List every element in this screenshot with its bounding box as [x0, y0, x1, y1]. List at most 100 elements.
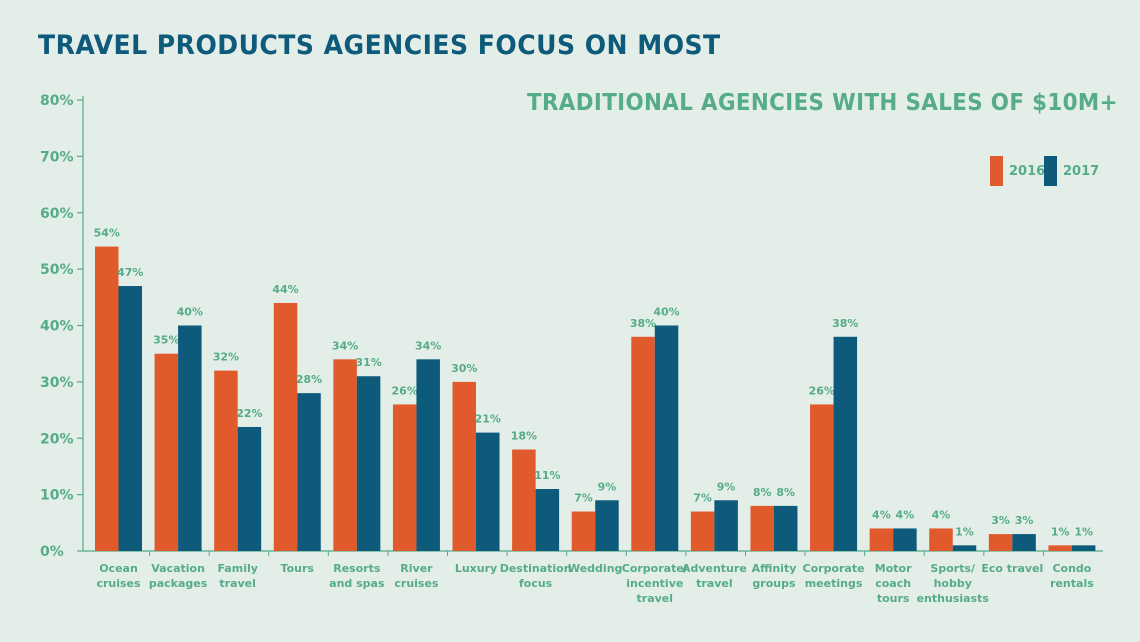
data-label-2016: 3%: [991, 514, 1010, 527]
data-label-2016: 1%: [1051, 525, 1070, 538]
data-label-2016: 18%: [511, 430, 537, 443]
data-label-2016: 7%: [574, 492, 593, 505]
bar-2017: [416, 359, 440, 551]
bar-2017: [833, 336, 858, 551]
data-label-2016: 38%: [630, 317, 656, 330]
data-label-2017: 34%: [415, 339, 441, 352]
chart-subtitle: TRADITIONAL AGENCIES WITH SALES OF $10M+: [527, 90, 1118, 116]
bar-2017: [654, 325, 679, 551]
bar-2016: [1048, 545, 1072, 551]
data-label-2016: 30%: [451, 362, 477, 375]
bar-2016: [154, 353, 179, 551]
category-label: travel: [696, 577, 733, 590]
category-label: focus: [519, 577, 553, 590]
bar-2017: [535, 488, 560, 551]
y-tick-label: 50%: [40, 262, 74, 278]
bar-2016: [750, 505, 774, 551]
bar-2017: [237, 426, 262, 551]
y-tick-label: 80%: [40, 93, 74, 109]
bar-2016: [392, 404, 417, 551]
bar-2017: [178, 325, 202, 551]
category-label: and spas: [329, 577, 385, 590]
y-tick-label: 60%: [40, 206, 74, 222]
bar-2017: [1012, 534, 1036, 551]
category-label: tours: [877, 592, 910, 605]
category-label: travel: [219, 577, 256, 590]
bar-2016: [333, 359, 357, 551]
bar-2017: [893, 528, 917, 551]
category-label: River: [400, 562, 433, 575]
bar-2017: [118, 286, 142, 551]
data-label-2017: 47%: [117, 266, 143, 279]
category-label: Corporate/: [622, 562, 689, 575]
bar-2016: [571, 511, 596, 551]
category-label: Sports/: [930, 562, 976, 575]
bar-2016: [869, 528, 894, 551]
y-tick-label: 70%: [40, 149, 74, 165]
data-label-2017: 3%: [1015, 514, 1034, 527]
data-label-2017: 1%: [955, 525, 974, 538]
category-label: hobby: [934, 577, 972, 590]
category-label: enthusiasts: [917, 592, 990, 605]
bar-2016: [690, 511, 715, 551]
bar-2016: [214, 370, 238, 551]
bar-2017: [356, 376, 381, 551]
bar-2017: [1071, 545, 1096, 551]
category-label: packages: [149, 577, 208, 590]
data-label-2017: 9%: [598, 480, 617, 493]
legend-swatch-2016: [990, 156, 1003, 186]
category-label: Corporate: [803, 562, 865, 575]
category-label: rentals: [1050, 577, 1094, 590]
legend-label-2017: 2017: [1063, 164, 1099, 179]
category-label: cruises: [394, 577, 439, 590]
bar-2016: [273, 302, 298, 551]
data-label-2017: 21%: [475, 413, 501, 426]
category-label: Vacation: [151, 562, 205, 575]
legend-label-2016: 2016: [1009, 164, 1045, 179]
bar-2017: [297, 393, 321, 551]
data-label-2017: 40%: [177, 306, 203, 319]
y-tick-label: 30%: [40, 375, 74, 391]
category-label: Affinity: [752, 562, 797, 575]
legend-swatch-2017: [1044, 156, 1057, 186]
bar-2017: [476, 432, 500, 551]
chart-title: TRAVEL PRODUCTS AGENCIES FOCUS ON MOST: [38, 30, 721, 61]
bar-2016: [512, 449, 536, 551]
category-label: Tours: [281, 562, 315, 575]
bar-2017: [714, 500, 738, 551]
data-label-2016: 54%: [94, 227, 120, 240]
data-label-2016: 32%: [213, 351, 239, 364]
bar-2016: [929, 528, 953, 551]
category-label: coach: [875, 577, 911, 590]
category-label: incentive: [626, 577, 683, 590]
y-tick-label: 40%: [40, 319, 74, 335]
data-label-2016: 44%: [272, 283, 298, 296]
bar-2017: [773, 505, 798, 551]
bar-2016: [452, 381, 477, 551]
data-label-2016: 26%: [809, 384, 835, 397]
data-label-2016: 7%: [693, 492, 712, 505]
data-label-2016: 35%: [153, 334, 179, 347]
bar-2016: [95, 246, 119, 551]
data-label-2016: 26%: [392, 384, 418, 397]
data-label-2016: 4%: [872, 508, 891, 521]
category-label: Condo: [1052, 562, 1091, 575]
category-label: Ocean: [99, 562, 138, 575]
data-label-2017: 9%: [717, 480, 736, 493]
category-label: cruises: [96, 577, 141, 590]
category-label: Adventure: [682, 562, 747, 575]
category-label: Wedding: [568, 562, 622, 575]
category-label: groups: [752, 577, 796, 590]
data-label-2017: 28%: [296, 373, 322, 386]
y-tick-label: 0%: [40, 544, 64, 560]
data-label-2017: 31%: [355, 356, 381, 369]
data-label-2017: 22%: [236, 407, 262, 420]
bar-2016: [810, 404, 834, 551]
data-label-2016: 8%: [753, 486, 772, 499]
bar-2017: [952, 545, 977, 551]
bar-2016: [988, 534, 1013, 551]
category-label: travel: [637, 592, 674, 605]
category-label: Destination: [500, 562, 572, 575]
y-tick-label: 10%: [40, 488, 74, 504]
